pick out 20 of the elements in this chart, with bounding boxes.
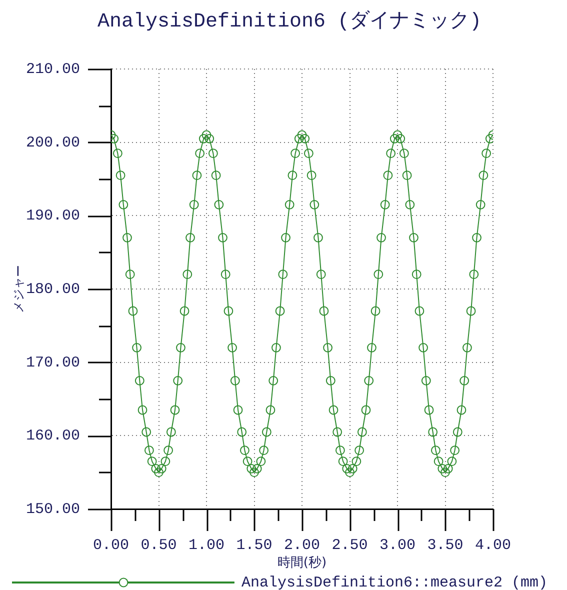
x-tick-label: 1.00 [188,536,225,554]
x-tick-label: 0.50 [140,536,177,554]
y-tick-label: 200.00 [26,134,80,152]
chart-title: AnalysisDefinition6 (ダイナミック) [97,9,482,34]
text: AnalysisDefinition6::measure2 (mm) [242,574,548,590]
y-tick-label: 150.00 [26,500,80,518]
x-tick-label: 0.00 [92,536,130,554]
x-tick-label: 2.00 [284,536,320,554]
x-tick-label: 3.50 [427,536,464,554]
y-tick-label: 190.00 [26,208,80,225]
x-tick-label: 1.50 [236,536,272,554]
x-axis-title: 時間(秒) [277,556,327,571]
x-tick-label: 4.00 [474,536,512,554]
y-tick-label: 210.00 [26,60,80,78]
y-tick-label: 170.00 [26,354,80,372]
y-tick-label: 160.00 [26,428,80,445]
x-tick-label: 2.50 [332,536,368,554]
x-tick-label: 3.00 [379,536,416,554]
y-axis-title: メジャー [11,265,26,313]
y-tick-label: 180.00 [26,280,80,298]
